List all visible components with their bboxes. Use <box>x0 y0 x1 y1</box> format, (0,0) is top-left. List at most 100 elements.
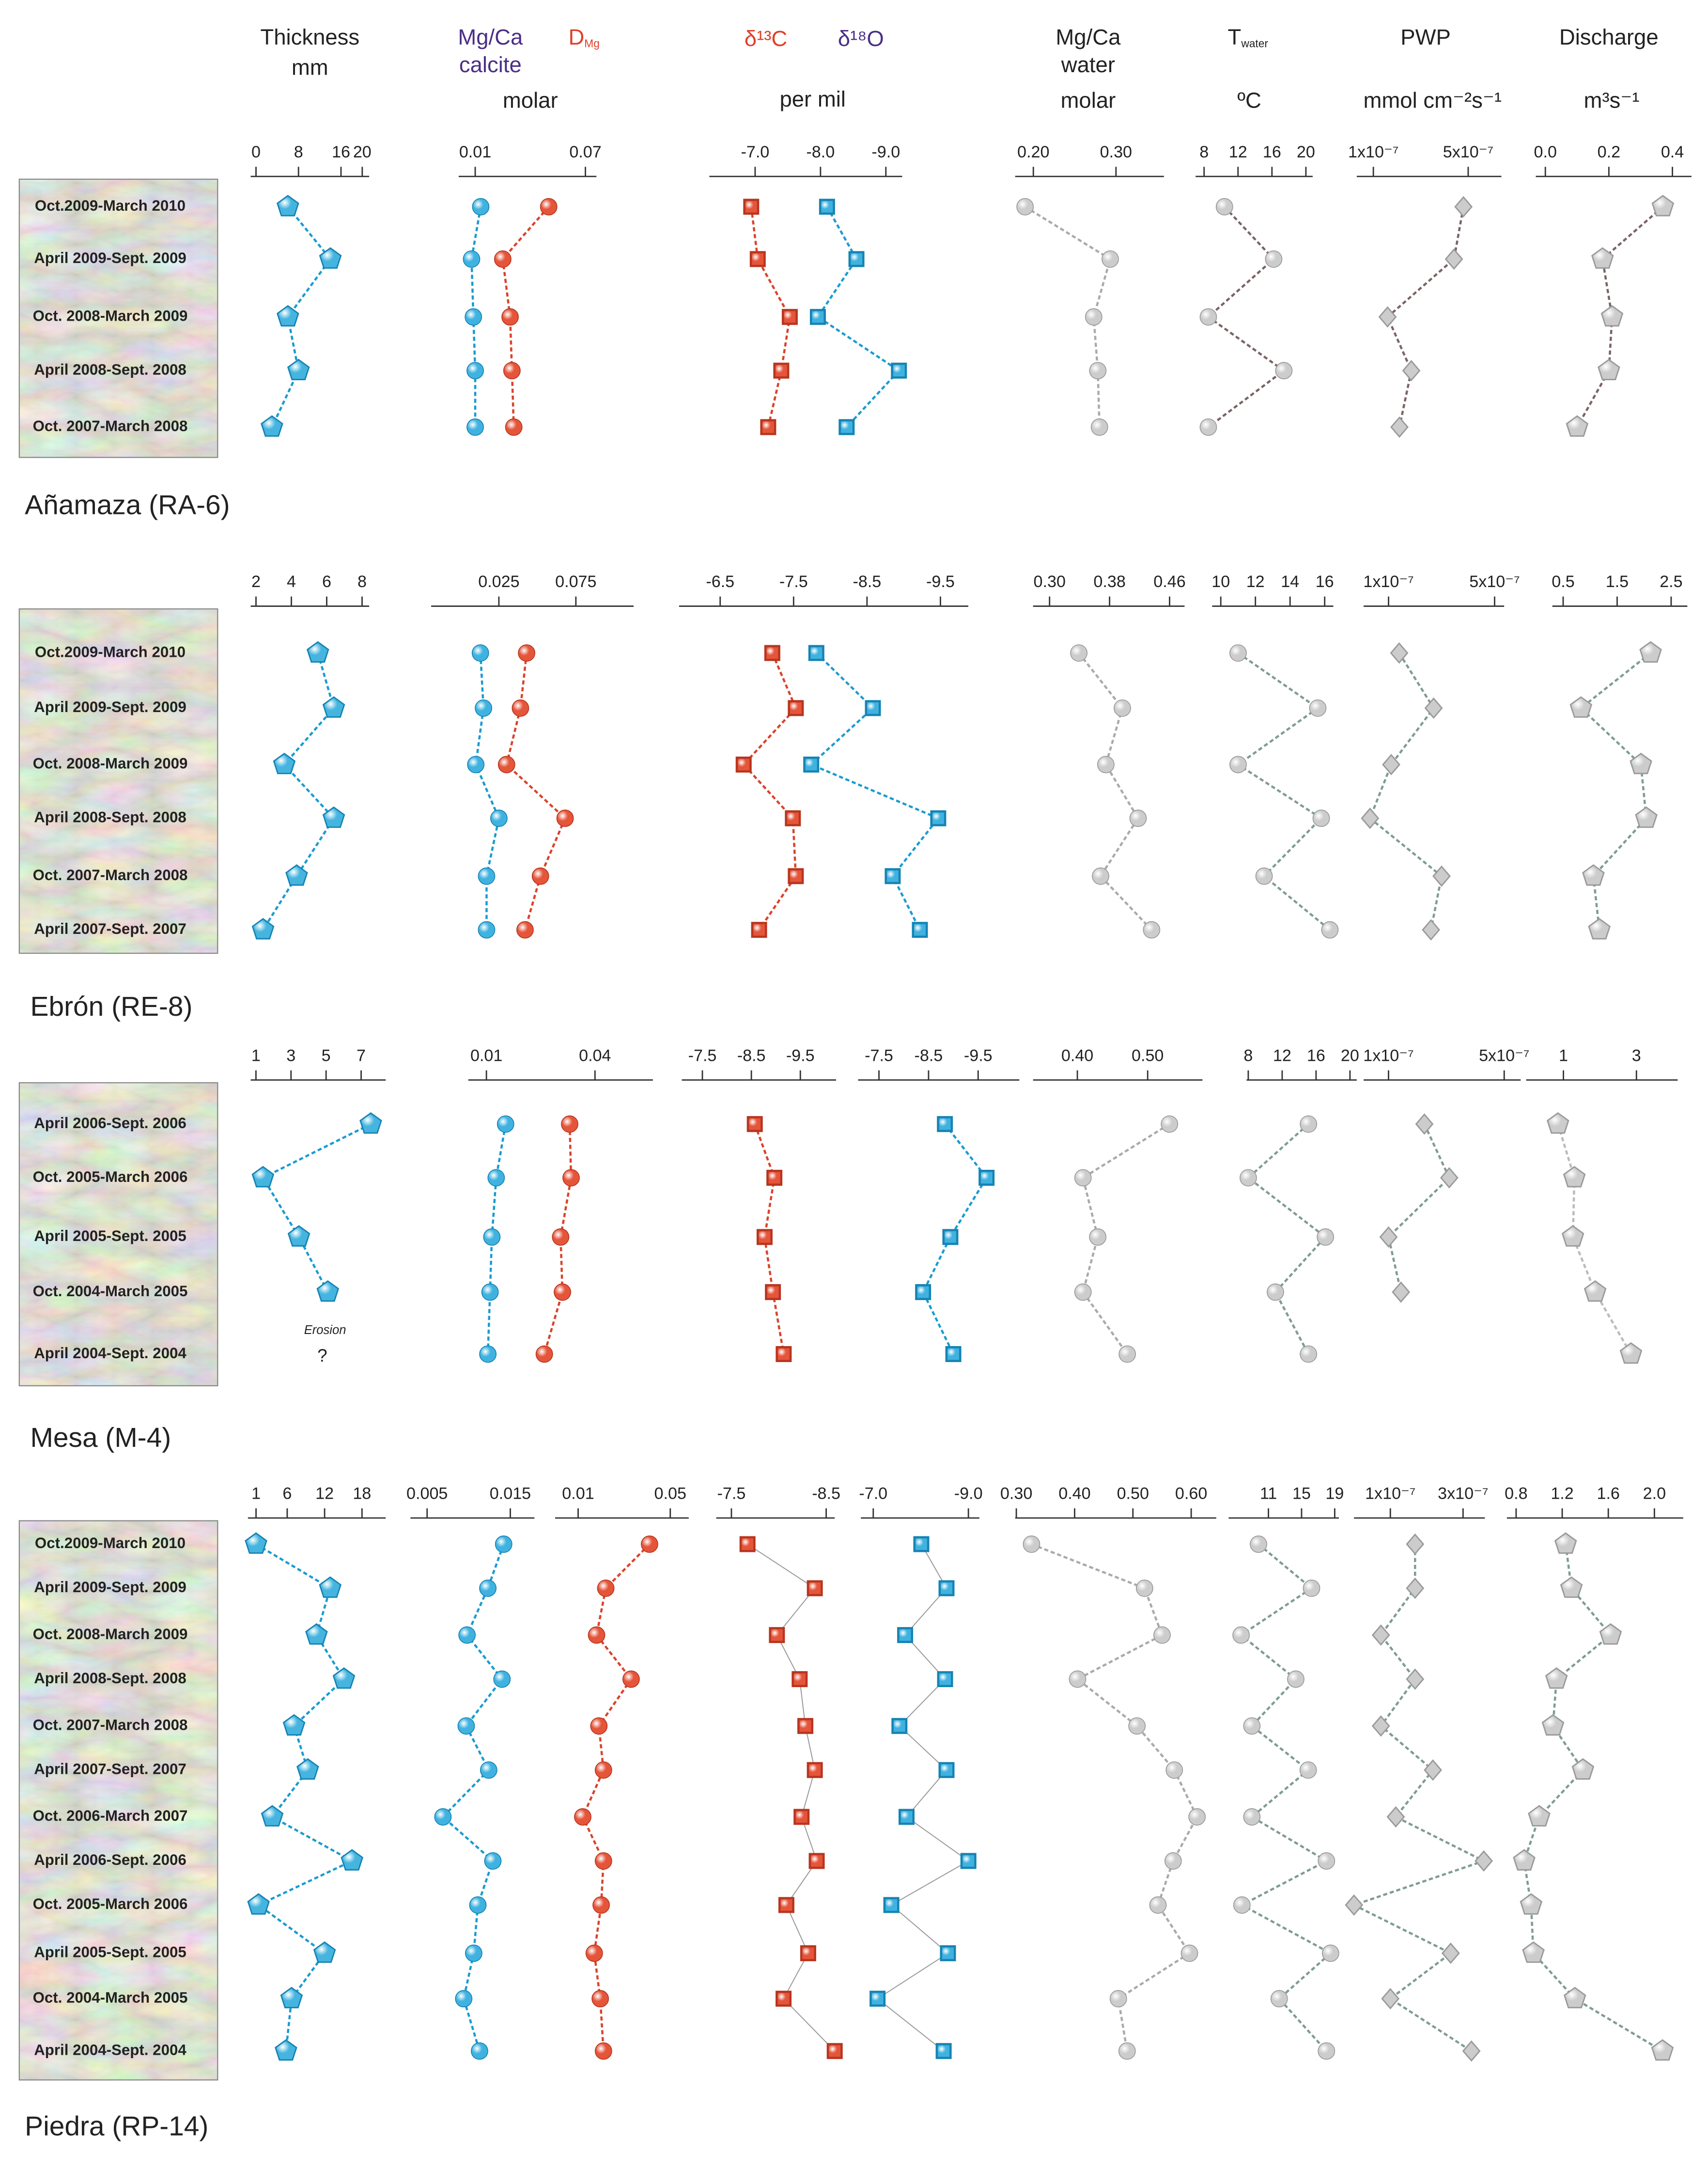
marker <box>838 419 855 435</box>
tick-label: 5x10⁻⁷ <box>1479 1046 1529 1065</box>
core-image-border <box>18 608 218 954</box>
profile-line <box>441 1544 505 2051</box>
profile-line <box>1246 1123 1327 1355</box>
profile-line <box>1579 652 1651 930</box>
header-label: PWP <box>1400 25 1451 49</box>
profile-line <box>262 652 335 930</box>
marker <box>760 419 776 435</box>
marker <box>1522 1941 1545 1963</box>
tick-label: 2.5 <box>1660 573 1682 591</box>
marker <box>540 198 558 216</box>
marker <box>455 1990 473 2008</box>
core-image <box>19 179 218 458</box>
row-label: April 2007-Sept. 2007 <box>34 920 186 937</box>
marker <box>756 1229 773 1245</box>
marker <box>960 1853 977 1869</box>
marker <box>622 1670 640 1688</box>
marker <box>1441 1942 1460 1964</box>
marker <box>1651 2039 1674 2061</box>
marker <box>1520 1893 1543 1915</box>
tick-label: 16 <box>1307 1046 1325 1065</box>
marker <box>276 305 299 327</box>
marker <box>1275 362 1293 380</box>
row-label: April 2009-Sept. 2009 <box>34 698 186 715</box>
tick-label: 16 <box>1316 573 1334 591</box>
marker <box>1651 195 1675 217</box>
marker <box>1545 1667 1568 1689</box>
marker <box>1317 1228 1335 1246</box>
tick-label: 3 <box>286 1046 295 1065</box>
marker <box>766 1170 783 1186</box>
marker <box>457 1717 475 1735</box>
marker <box>251 1166 275 1188</box>
marker <box>865 700 881 716</box>
core-image-border <box>18 178 218 458</box>
core-image <box>19 1083 218 1386</box>
row-label: April 2004-Sept. 2004 <box>34 1345 186 1362</box>
row-label: April 2007-Sept. 2007 <box>34 1761 186 1778</box>
marker <box>475 699 493 717</box>
tick-label: -7.5 <box>688 1046 717 1065</box>
tick-label: -9.5 <box>926 573 955 591</box>
profile-line <box>261 1123 372 1293</box>
profile-line <box>1557 1123 1632 1355</box>
site-panel: Oct.2009-March 2010 April 2009-Sept. 2009… <box>18 1485 1683 2142</box>
marker <box>885 868 901 884</box>
marker <box>1432 865 1451 887</box>
tick-label: -6.5 <box>706 573 734 591</box>
marker <box>276 195 299 217</box>
profile-line <box>922 1123 988 1355</box>
marker <box>1109 1990 1127 2008</box>
profile-line <box>1386 206 1465 428</box>
marker <box>1424 1759 1442 1781</box>
marker <box>1165 1761 1183 1779</box>
marker <box>1321 921 1339 939</box>
marker <box>1229 756 1247 774</box>
profile-line <box>581 1543 651 2051</box>
marker <box>778 1897 794 1913</box>
tick-label: 1.5 <box>1606 573 1629 591</box>
marker <box>1318 1852 1335 1870</box>
marker <box>1563 1166 1586 1188</box>
marker <box>1243 1808 1261 1826</box>
header-label: Discharge <box>1559 25 1659 49</box>
site-title: Mesa (M-4) <box>31 1423 171 1453</box>
profile-line <box>1351 1544 1487 2052</box>
marker <box>1541 1714 1565 1736</box>
marker <box>332 1667 356 1689</box>
marker <box>773 362 790 379</box>
profile-line <box>809 652 940 930</box>
marker <box>1129 809 1147 827</box>
marker <box>1591 247 1614 269</box>
marker <box>1266 1283 1284 1301</box>
marker <box>1440 1167 1459 1189</box>
marker <box>1381 1988 1400 2010</box>
marker <box>479 1579 497 1597</box>
row-label: April 2008-Sept. 2008 <box>34 809 186 826</box>
marker <box>1569 696 1593 718</box>
profile-line <box>1206 206 1286 428</box>
marker <box>251 918 275 940</box>
marker <box>1255 867 1273 885</box>
tick-label: 0.40 <box>1061 1046 1093 1065</box>
marker <box>826 2043 843 2059</box>
marker <box>808 645 824 661</box>
tick-label: 0.5 <box>1552 573 1574 591</box>
marker <box>883 1897 900 1913</box>
marker <box>937 1671 953 1688</box>
marker <box>1188 1808 1206 1826</box>
marker <box>1114 699 1131 717</box>
marker <box>516 921 534 939</box>
tick-label: -9.5 <box>964 1046 993 1065</box>
marker <box>1392 1281 1411 1303</box>
row-label: Oct.2009-March 2010 <box>35 643 186 660</box>
marker <box>978 1170 995 1186</box>
marker <box>1635 806 1658 828</box>
marker <box>296 1758 319 1780</box>
header-unit: m³s⁻¹ <box>1584 88 1639 113</box>
core-image <box>19 1520 218 2080</box>
marker <box>781 309 798 325</box>
marker <box>552 1228 570 1246</box>
marker <box>322 806 345 828</box>
tick-label: 0.075 <box>555 573 596 591</box>
